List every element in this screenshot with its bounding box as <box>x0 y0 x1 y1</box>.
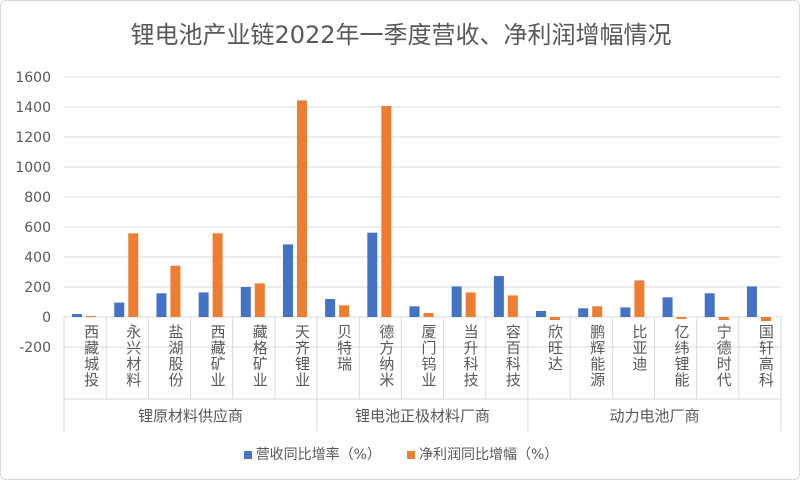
bar-profit <box>507 295 518 317</box>
category-label: 欣旺达 <box>546 324 564 372</box>
category-label: 厦门钨业 <box>420 324 438 388</box>
bar-profit <box>296 100 307 318</box>
legend-label-profit: 净利润同比增幅（%） <box>419 447 559 463</box>
bar-revenue <box>367 232 378 317</box>
bar-profit <box>254 283 265 317</box>
category-label: 天齐锂业 <box>293 324 311 388</box>
bar-profit <box>381 105 392 317</box>
bar-revenue <box>325 299 336 317</box>
bar-revenue <box>198 292 209 317</box>
bar-profit <box>128 233 139 317</box>
bar-profit <box>676 317 687 319</box>
category-label: 贝特瑞 <box>335 324 353 372</box>
category-label: 西藏矿业 <box>209 324 227 388</box>
bar-revenue <box>156 293 167 317</box>
bar-profit <box>170 265 181 317</box>
bar-profit <box>634 280 645 317</box>
y-tick-label: 1000 <box>15 160 51 176</box>
category-label: 比亚迪 <box>630 324 648 372</box>
category-label: 西藏城投 <box>82 324 100 388</box>
bar-revenue <box>451 286 462 317</box>
legend-item-profit: 净利润同比增幅（%） <box>407 444 558 464</box>
category-label: 德方纳米 <box>377 323 395 388</box>
category-label: 国轩高科 <box>757 324 775 388</box>
bar-profit <box>86 315 97 317</box>
bar-revenue <box>409 306 420 317</box>
y-tick-label: 1400 <box>15 100 51 116</box>
bar-revenue <box>240 287 251 317</box>
bar-profit <box>760 317 771 322</box>
category-label: 容百科技 <box>504 324 522 388</box>
bar-profit <box>465 292 476 317</box>
bar-profit <box>718 317 729 320</box>
bar-revenue <box>536 311 547 317</box>
bar-revenue <box>578 308 589 317</box>
bar-revenue <box>282 244 293 317</box>
bar-profit <box>592 306 603 317</box>
legend-label-revenue: 营收同比增率（%） <box>255 447 381 463</box>
bar-profit <box>212 233 223 317</box>
y-tick-label: 0 <box>42 310 51 326</box>
category-label: 盐湖股份 <box>166 324 184 388</box>
legend-swatch-revenue <box>243 451 252 459</box>
bar-profit <box>339 305 350 317</box>
bar-revenue <box>620 307 631 317</box>
bar-revenue <box>114 302 125 317</box>
category-label: 宁德时代 <box>715 324 733 388</box>
group-label: 动力电池厂商 <box>609 407 699 425</box>
category-label: 永兴材料 <box>124 324 142 388</box>
bar-revenue <box>662 297 673 317</box>
bar-revenue <box>493 276 504 317</box>
y-tick-label: -200 <box>19 340 51 356</box>
bar-profit <box>550 317 561 320</box>
y-tick-label: 1600 <box>15 70 51 86</box>
group-label: 锂电池正极材料厂商 <box>355 407 490 425</box>
chart-title: 锂电池产业链2022年一季度营收、净利润增幅情况 <box>130 21 672 49</box>
y-tick-label: 800 <box>24 190 51 206</box>
y-tick-label: 600 <box>24 220 51 236</box>
y-tick-label: 400 <box>24 250 51 266</box>
group-label: 锂原材料供应商 <box>138 407 243 425</box>
y-tick-label: 200 <box>24 280 51 296</box>
category-label: 当升科技 <box>462 324 480 388</box>
legend-item-revenue: 营收同比增率（%） <box>243 444 381 464</box>
legend-swatch-profit <box>407 451 415 459</box>
category-label: 鹏辉能源 <box>588 324 606 388</box>
category-label: 藏格矿业 <box>251 324 269 388</box>
bar-revenue <box>72 314 83 317</box>
bar-revenue <box>746 286 757 317</box>
bar-profit <box>423 312 434 317</box>
bar-revenue <box>704 293 715 317</box>
category-label: 亿纬锂能 <box>673 324 691 388</box>
legend: 营收同比增率（%） 净利润同比增幅（%） <box>1 444 799 464</box>
y-tick-label: 1200 <box>15 130 51 146</box>
